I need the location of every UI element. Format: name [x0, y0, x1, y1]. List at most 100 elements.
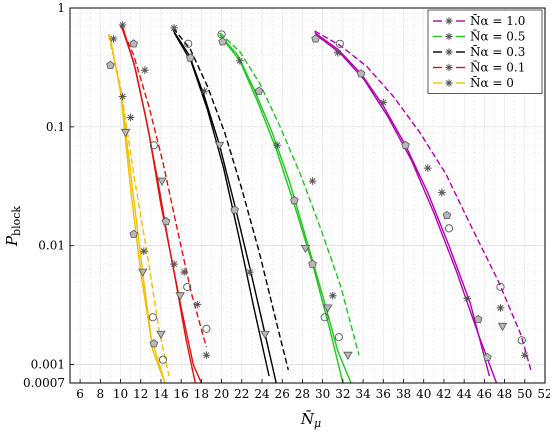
y-axis-label: Pblock: [3, 206, 23, 247]
legend-marker: [445, 79, 453, 87]
x-tick-label: 26: [275, 387, 290, 401]
x-tick-label: 6: [76, 387, 84, 401]
x-tick-label: 10: [113, 387, 128, 401]
marker-circle: [217, 30, 226, 39]
marker-star: [180, 268, 188, 276]
x-tick-label: 36: [376, 387, 391, 401]
marker-triangle: [138, 268, 148, 277]
x-tick-label: 24: [254, 387, 270, 401]
marker-star: [463, 294, 471, 303]
marker-pentagon: [311, 34, 320, 43]
series-line: [121, 26, 196, 384]
y-tick-label: 0.0007: [23, 376, 65, 390]
marker-star: [496, 304, 505, 312]
plot-series: [107, 24, 532, 384]
axis-ticks: 6 8 10 12 14 16 18 20 22 24 26 28 30 32 34 36 38 40 42 44 46…: [23, 1, 550, 401]
x-tick-label: 52: [537, 387, 550, 401]
y-tick-label: 1: [57, 1, 65, 15]
legend-label: N̄α = 0.3: [470, 44, 525, 59]
marker-star: [118, 21, 127, 29]
series-line: [173, 32, 270, 377]
marker-triangle: [343, 351, 353, 360]
marker-pentagon: [290, 196, 299, 205]
x-tick-label: 46: [477, 387, 492, 401]
marker-star: [170, 24, 178, 32]
marker-circle: [202, 324, 211, 333]
marker-star: [379, 98, 388, 107]
x-tick-label: 12: [133, 387, 148, 401]
marker-circle: [496, 282, 505, 291]
marker-pentagon: [129, 39, 138, 48]
series-line-dashed: [172, 27, 289, 371]
x-tick-label: 14: [153, 387, 169, 401]
y-tick-label: 0.1: [46, 120, 65, 134]
x-tick-label: 40: [416, 387, 431, 401]
y-tick-label: 0.01: [38, 239, 65, 253]
series-line-dashed: [219, 32, 360, 356]
x-tick-label: 44: [457, 387, 473, 401]
x-tick-label: 20: [214, 387, 229, 401]
legend-label: N̄α = 1.0: [470, 13, 525, 28]
plot-frame: [69, 7, 546, 384]
marker-circle: [335, 39, 344, 48]
marker-pentagon: [483, 352, 492, 362]
marker-star: [141, 66, 149, 74]
series-line: [108, 34, 166, 384]
marker-star: [193, 300, 202, 309]
marker-circle: [183, 282, 192, 291]
marker-circle: [444, 224, 454, 233]
series-line: [315, 33, 498, 384]
marker-star: [273, 141, 281, 150]
marker-circle: [517, 336, 526, 345]
marker-star: [126, 113, 135, 122]
marker-star: [334, 49, 342, 57]
y-tick-label: 0.001: [31, 358, 65, 372]
marker-pentagon: [356, 69, 366, 78]
marker-triangle: [497, 322, 508, 332]
legend-marker: [445, 17, 453, 25]
x-tick-label: 38: [396, 387, 411, 401]
marker-star: [140, 247, 148, 255]
marker-pentagon: [254, 86, 264, 95]
marker-circle: [158, 355, 168, 364]
marker-pentagon: [106, 60, 115, 69]
plot-markers: [106, 21, 529, 364]
legend: N̄α = 1.0N̄α = 0.5N̄α = 0.3N̄α = 0.1N̄α …: [427, 9, 543, 94]
x-tick-label: 32: [335, 387, 350, 401]
marker-triangle: [260, 330, 270, 340]
x-tick-label: 16: [174, 387, 189, 401]
marker-pentagon: [442, 210, 452, 220]
marker-circle: [184, 39, 193, 48]
marker-pentagon: [474, 314, 483, 324]
marker-circle: [334, 333, 343, 342]
marker-star: [424, 164, 432, 172]
marker-star: [200, 87, 209, 95]
x-tick-label: 50: [517, 387, 532, 401]
marker-pentagon: [308, 259, 317, 268]
marker-star: [118, 92, 127, 101]
marker-star: [236, 56, 244, 65]
x-tick-label: 42: [436, 387, 451, 401]
series-line-dashed: [314, 30, 532, 371]
marker-circle: [320, 313, 329, 322]
series-line: [220, 35, 344, 384]
legend-label: N̄α = 0: [470, 75, 514, 90]
x-tick-label: 34: [355, 387, 371, 401]
marker-triangle: [300, 244, 311, 254]
x-tick-label: 22: [234, 387, 249, 401]
marker-triangle: [214, 141, 225, 151]
marker-pentagon: [186, 53, 195, 62]
marker-pentagon: [161, 217, 171, 226]
marker-pentagon: [401, 140, 410, 149]
legend-marker: [445, 48, 453, 56]
legend-marker: [445, 32, 453, 41]
marker-star: [170, 260, 178, 268]
marker-triangle: [157, 177, 167, 186]
x-tick-label: 48: [497, 387, 512, 401]
x-axis-label: N̄μ: [300, 410, 321, 430]
marker-star: [329, 291, 337, 300]
legend-label: N̄α = 0.1: [470, 59, 525, 74]
series-line: [109, 38, 166, 384]
x-tick-label: 30: [315, 387, 330, 401]
